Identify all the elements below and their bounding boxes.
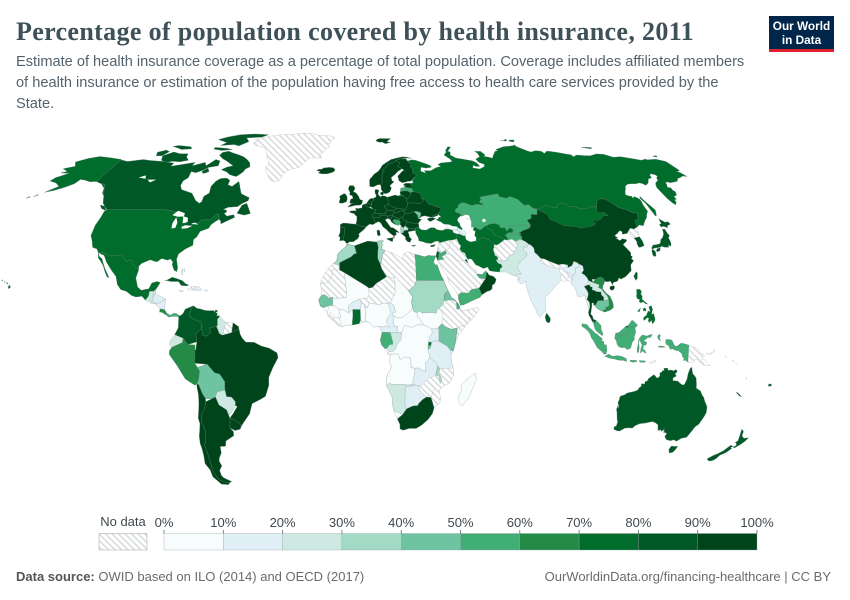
- svg-text:80%: 80%: [625, 515, 651, 530]
- svg-text:100%: 100%: [740, 515, 774, 530]
- svg-text:0%: 0%: [155, 515, 174, 530]
- svg-text:50%: 50%: [447, 515, 473, 530]
- svg-text:10%: 10%: [210, 515, 236, 530]
- svg-text:40%: 40%: [388, 515, 414, 530]
- svg-text:20%: 20%: [270, 515, 296, 530]
- svg-text:70%: 70%: [566, 515, 592, 530]
- svg-text:30%: 30%: [329, 515, 355, 530]
- svg-text:60%: 60%: [507, 515, 533, 530]
- svg-text:90%: 90%: [685, 515, 711, 530]
